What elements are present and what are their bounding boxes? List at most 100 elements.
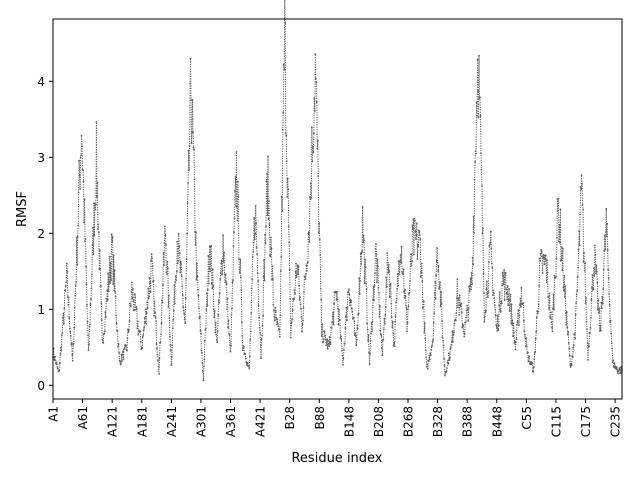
data-point: [592, 288, 595, 290]
data-point: [193, 178, 196, 181]
data-point: [466, 304, 469, 307]
data-point: [342, 364, 344, 366]
data-point: [578, 230, 580, 232]
data-point: [128, 329, 130, 332]
data-point: [182, 306, 185, 308]
x-tick-label: A1: [47, 406, 61, 422]
data-point: [260, 357, 262, 360]
data-point: [60, 334, 63, 337]
data-point: [326, 338, 329, 341]
data-point: [100, 319, 103, 322]
data-point: [378, 315, 381, 318]
data-point: [228, 334, 231, 336]
data-point: [569, 364, 572, 366]
y-tick-label: 2: [37, 227, 45, 241]
data-point: [326, 347, 329, 350]
data-point: [113, 269, 116, 272]
data-point: [70, 343, 73, 346]
data-point: [532, 366, 535, 369]
data-point: [163, 264, 165, 267]
data-point: [156, 347, 158, 350]
data-point: [436, 261, 439, 264]
data-point: [332, 311, 334, 314]
data-point: [345, 319, 348, 322]
data-point: [329, 343, 332, 345]
data-point: [414, 230, 417, 233]
data-point: [219, 277, 222, 280]
data-point: [180, 274, 183, 277]
data-point: [126, 349, 128, 352]
data-point: [413, 253, 415, 256]
data-point: [107, 272, 110, 275]
data-point: [506, 285, 509, 287]
data-point: [595, 264, 598, 267]
data-point: [448, 352, 450, 355]
data-point: [294, 292, 296, 295]
data-point: [100, 302, 103, 305]
data-point: [125, 345, 127, 347]
data-point: [563, 274, 566, 277]
data-point: [484, 315, 486, 318]
data-point: [474, 160, 476, 163]
data-point: [313, 110, 316, 112]
data-point: [195, 231, 197, 234]
data-point: [476, 115, 478, 117]
data-point: [450, 346, 452, 348]
data-point: [309, 198, 312, 201]
data-point: [178, 245, 181, 248]
data-point: [494, 314, 497, 317]
data-point: [432, 338, 435, 341]
data-point: [155, 343, 158, 345]
data-point: [587, 344, 590, 347]
data-point: [597, 299, 600, 302]
data-point: [312, 132, 315, 135]
data-point: [508, 310, 511, 312]
data-point: [393, 341, 396, 344]
data-point: [393, 345, 396, 348]
data-point: [408, 291, 411, 294]
data-point: [493, 304, 496, 307]
data-point: [66, 270, 69, 273]
data-point: [364, 266, 367, 269]
data-point: [257, 280, 260, 282]
data-point: [445, 370, 448, 373]
data-point: [546, 259, 548, 262]
data-point: [391, 326, 394, 329]
data-point: [576, 275, 579, 278]
data-point: [134, 296, 137, 299]
data-point: [440, 303, 443, 305]
data-point: [429, 352, 432, 355]
data-point: [59, 353, 62, 355]
data-point: [211, 268, 214, 271]
data-point: [537, 303, 540, 306]
data-point: [553, 274, 556, 277]
data-point: [502, 274, 505, 277]
data-point: [423, 331, 426, 334]
data-point: [92, 253, 95, 256]
data-point: [597, 311, 600, 314]
data-point: [327, 342, 330, 345]
data-point: [154, 316, 157, 319]
data-point: [618, 369, 620, 372]
data-point: [262, 314, 264, 317]
data-point: [77, 224, 80, 227]
data-point: [455, 297, 458, 300]
data-point: [206, 304, 209, 307]
data-point: [468, 290, 471, 293]
data-point: [397, 284, 400, 287]
data-point: [406, 321, 409, 324]
data-point: [543, 254, 545, 257]
data-point: [294, 271, 297, 273]
data-point: [429, 354, 432, 356]
data-point: [227, 326, 229, 329]
data-point: [425, 356, 428, 359]
data-point: [546, 271, 549, 274]
data-point: [352, 316, 355, 319]
data-point: [78, 159, 81, 162]
data-point: [431, 340, 434, 343]
data-point: [118, 351, 120, 354]
data-point: [114, 291, 117, 293]
data-point: [538, 285, 541, 287]
data-point: [550, 321, 553, 324]
data-point: [188, 145, 191, 147]
